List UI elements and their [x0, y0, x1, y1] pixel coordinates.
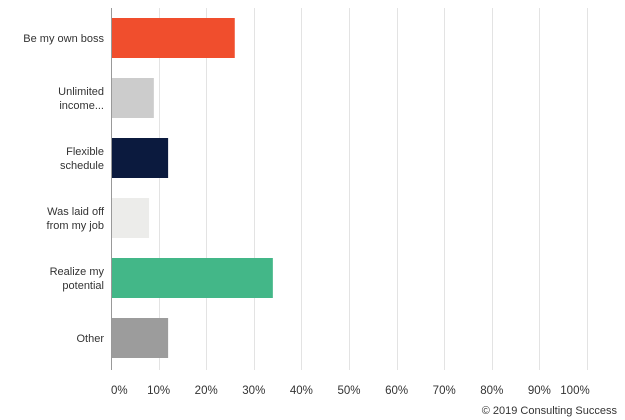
x-tick-label: 100% — [560, 385, 589, 397]
x-tick-label: 90% — [528, 385, 551, 397]
category-label: Flexible schedule — [60, 146, 104, 172]
category-label: Realize my potential — [50, 266, 105, 292]
category-label: Other — [76, 333, 104, 345]
x-tick-labels: 0% 10% 20% 30% 40% 50% 60% 70% 80% 90% 100% — [111, 385, 590, 397]
category-label: Be my own boss — [23, 33, 104, 45]
x-tick-label: 30% — [242, 385, 265, 397]
bar — [111, 138, 169, 178]
bar — [111, 78, 154, 118]
category-labels: Be my own boss Unlimited income... Flexible… — [23, 33, 105, 345]
x-tick-label: 0% — [111, 385, 128, 397]
category-label: Unlimited income... — [58, 86, 104, 112]
grid-lines — [159, 8, 588, 370]
x-tick-label: 80% — [480, 385, 503, 397]
x-tick-label: 10% — [147, 385, 170, 397]
x-tick-label: 40% — [290, 385, 313, 397]
bar — [111, 258, 273, 298]
bars — [111, 18, 273, 358]
x-tick-label: 20% — [195, 385, 218, 397]
x-tick-label: 60% — [385, 385, 408, 397]
bar — [111, 198, 150, 238]
category-label: Was laid off from my job — [47, 206, 105, 232]
bar — [111, 318, 169, 358]
copyright-credit: © 2019 Consulting Success — [481, 405, 617, 417]
bar — [111, 18, 235, 58]
x-tick-label: 50% — [337, 385, 360, 397]
x-tick-label: 70% — [433, 385, 456, 397]
